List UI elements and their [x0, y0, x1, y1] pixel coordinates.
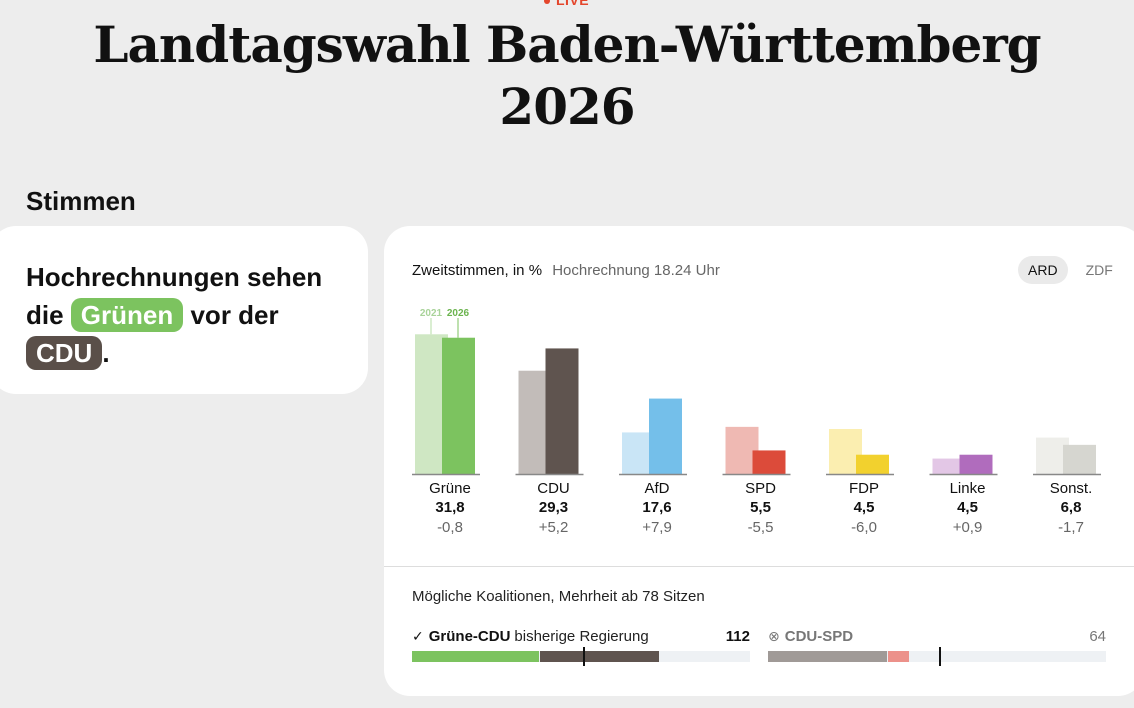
- coalition-name: CDU-SPD: [784, 627, 854, 645]
- party-pill-gruene: Grünen: [70, 298, 184, 332]
- live-indicator: LIVE: [544, 0, 589, 8]
- bar-2021-linke: [932, 458, 966, 474]
- category-label: AfD: [644, 480, 669, 497]
- party-pill-cdu: CDU: [26, 336, 103, 370]
- diff-label: -6,0: [851, 519, 877, 536]
- value-label: 17,6: [642, 499, 671, 516]
- headline-part1: Hochrechnungen sehen die: [26, 262, 323, 330]
- x-circle-icon: ⊗: [768, 627, 780, 644]
- bar-2026-afd: [649, 398, 682, 474]
- page-title-line2: 2026: [499, 77, 635, 136]
- diff-label: +5,2: [539, 519, 569, 536]
- majority-marker: [583, 647, 586, 666]
- category-label: CDU: [537, 480, 570, 497]
- value-label: 4,5: [854, 499, 875, 516]
- section-title: Stimmen: [26, 186, 136, 216]
- source-option-ard[interactable]: ARD: [1018, 256, 1068, 284]
- coalitions-title: Mögliche Koalitionen, Mehrheit ab 78 Sit…: [412, 588, 705, 605]
- coalition-seats: 112: [725, 627, 750, 645]
- chart-sublabel: Hochrechnung 18.24 Uhr: [552, 262, 720, 279]
- chart-label: Zweitstimmen, in %: [412, 262, 543, 279]
- bar-2026-sonst: [1063, 444, 1096, 474]
- chart-header: Zweitstimmen, in % Hochrechnung 18.24 Uh…: [412, 262, 720, 279]
- category-label: FDP: [849, 480, 879, 497]
- page-title: Landtagswahl Baden-Württemberg 2026: [0, 14, 1134, 138]
- value-label: 4,5: [957, 499, 978, 516]
- diff-label: -5,5: [748, 519, 774, 536]
- coalition-seat-bar: [768, 647, 1106, 666]
- headline-part2: vor der: [183, 300, 279, 330]
- check-circle-icon: ✓: [412, 627, 424, 644]
- seat-segment-cdu: [540, 651, 659, 662]
- diff-label: +7,9: [642, 519, 672, 536]
- vote-bar-chart: Grüne 31,8 -0,8 2021 2026 CDU 29,3 +5,2 AfD 17,6 +…: [412, 308, 1101, 536]
- bar-2026-grüne: [442, 337, 475, 474]
- coalition-gruene-cdu: ✓ Grüne-CDU bisherige Regierung 112: [412, 626, 750, 666]
- coalition-name: Grüne-CDU: [428, 627, 511, 645]
- bar-2026-spd: [752, 450, 786, 474]
- value-label: 5,5: [750, 499, 771, 516]
- source-option-zdf[interactable]: ZDF: [1085, 262, 1113, 278]
- category-label: Sonst.: [1050, 480, 1093, 497]
- coalition-cdu-spd: ⊗ CDU-SPD 64: [768, 626, 1106, 666]
- live-label: LIVE: [556, 0, 590, 8]
- live-dot-icon: [544, 0, 550, 5]
- seat-segment-cdu: [768, 651, 887, 662]
- seat-segment-spd: [887, 651, 910, 662]
- divider: [384, 566, 1134, 567]
- legend-2026: 2026: [447, 308, 470, 319]
- bar-2026-fdp: [856, 454, 889, 474]
- coalition-seats: 64: [1089, 627, 1106, 645]
- value-label: 6,8: [1061, 499, 1082, 516]
- source-toggle: ARD ZDF: [1018, 256, 1123, 284]
- headline-text: Hochrechnungen sehen die Grünen vor der …: [26, 258, 348, 372]
- coalition-seat-bar: [412, 647, 750, 666]
- category-label: Grüne: [429, 480, 471, 497]
- category-label: Linke: [950, 480, 986, 497]
- diff-label: +0,9: [953, 519, 983, 536]
- results-card: Zweitstimmen, in % Hochrechnung 18.24 Uh…: [384, 226, 1134, 696]
- headline-part3: .: [102, 338, 110, 368]
- legend-2021: 2021: [420, 308, 443, 319]
- page-title-line1: Landtagswahl Baden-Württemberg: [93, 15, 1041, 74]
- diff-label: -0,8: [437, 519, 463, 536]
- coalition-note: bisherige Regierung: [514, 627, 649, 645]
- value-label: 31,8: [435, 499, 464, 516]
- headline-card: Hochrechnungen sehen die Grünen vor der …: [0, 226, 368, 394]
- majority-marker: [939, 647, 942, 666]
- bar-2026-cdu: [545, 348, 579, 474]
- category-label: SPD: [745, 480, 776, 497]
- value-label: 29,3: [539, 499, 568, 516]
- diff-label: -1,7: [1058, 519, 1084, 536]
- bar-2026-linke: [959, 454, 993, 474]
- seat-segment-grüne: [412, 651, 540, 662]
